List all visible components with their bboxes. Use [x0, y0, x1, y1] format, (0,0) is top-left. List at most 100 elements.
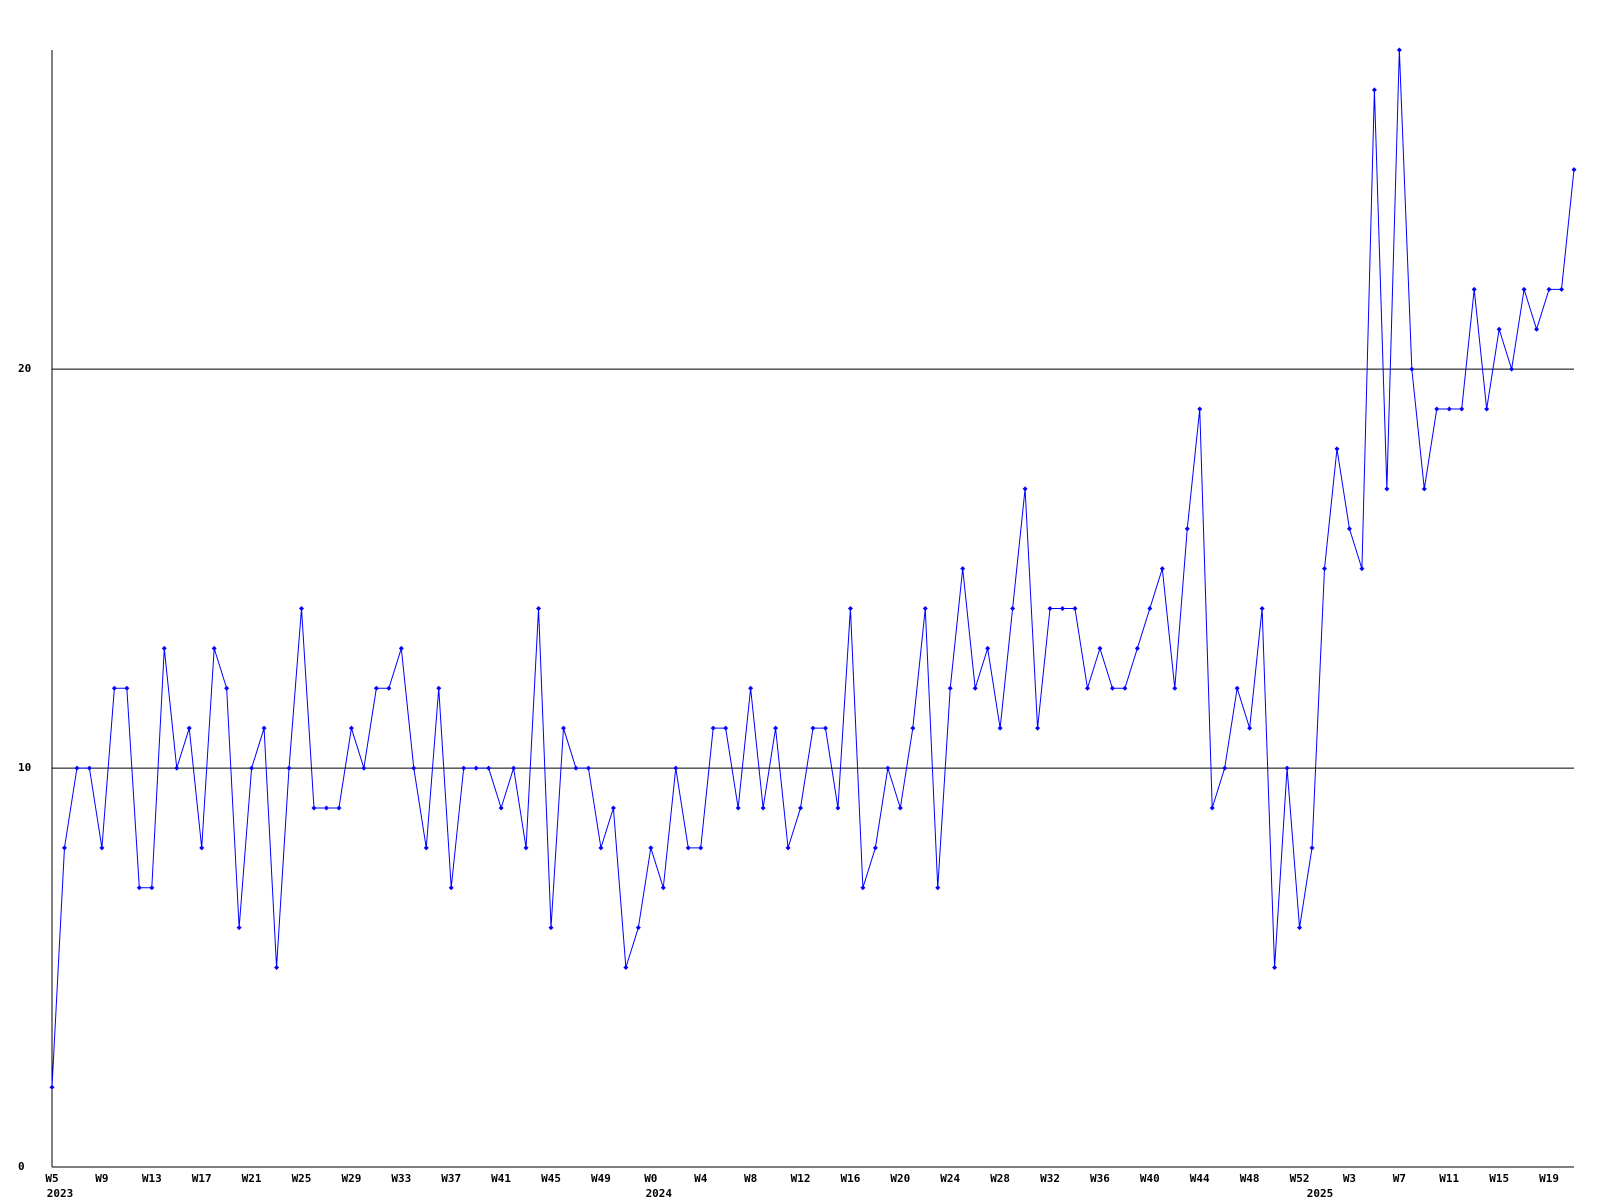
data-point	[523, 845, 529, 851]
x-tick-label: W29	[341, 1172, 361, 1185]
data-point	[536, 606, 542, 611]
x-tick-label: W4	[694, 1172, 708, 1185]
data-point	[785, 845, 791, 851]
data-point	[1272, 965, 1278, 971]
data-point	[1259, 606, 1265, 611]
data-point	[124, 685, 130, 691]
data-point	[847, 606, 853, 611]
data-point	[149, 885, 155, 891]
data-point	[1184, 526, 1190, 532]
data-point	[498, 805, 504, 811]
data-line	[51, 49, 1575, 1088]
data-point	[623, 965, 629, 971]
data-point	[1546, 286, 1552, 292]
data-point	[610, 805, 616, 811]
data-point	[748, 685, 754, 691]
x-tick-label: W8	[744, 1172, 757, 1185]
data-point	[1371, 87, 1377, 93]
year-label: 2025	[1307, 1187, 1334, 1200]
x-tick-label: W40	[1140, 1172, 1160, 1185]
data-point	[885, 765, 891, 771]
x-tick-label: W24	[940, 1172, 960, 1185]
x-tick-label: W52	[1290, 1172, 1310, 1185]
x-tick-label: W37	[441, 1172, 461, 1185]
x-tick-label: W49	[591, 1172, 611, 1185]
data-point	[1035, 725, 1041, 731]
data-point	[1396, 47, 1402, 53]
x-tick-label: W41	[491, 1172, 511, 1185]
data-point	[1359, 566, 1365, 572]
data-point	[710, 725, 716, 731]
data-point	[1159, 566, 1165, 572]
data-point	[760, 805, 766, 811]
data-point	[1421, 486, 1427, 492]
data-point	[698, 845, 704, 851]
data-point	[1309, 845, 1315, 851]
data-point	[1010, 606, 1016, 611]
x-tick-label: W21	[242, 1172, 262, 1185]
data-point	[960, 566, 966, 572]
data-point	[461, 765, 467, 771]
data-point	[723, 725, 729, 731]
data-point	[1521, 286, 1527, 292]
data-point	[1084, 685, 1090, 691]
data-point	[136, 885, 142, 891]
data-point	[511, 765, 517, 771]
data-point	[1297, 925, 1303, 931]
data-point	[1109, 685, 1115, 691]
data-point	[1284, 765, 1290, 771]
data-point	[336, 805, 342, 811]
data-point	[411, 765, 417, 771]
data-point	[274, 965, 280, 971]
data-point	[735, 805, 741, 811]
y-tick-label: 20	[18, 362, 31, 375]
data-point	[773, 725, 779, 731]
data-point	[1097, 645, 1103, 651]
data-point	[1222, 765, 1228, 771]
data-point	[161, 645, 167, 651]
data-point	[1321, 566, 1327, 572]
x-tick-label: W20	[890, 1172, 910, 1185]
data-point	[810, 725, 816, 731]
data-point	[872, 845, 878, 851]
data-point	[1571, 167, 1577, 173]
x-tick-label: W19	[1539, 1172, 1559, 1185]
x-tick-label: W11	[1439, 1172, 1459, 1185]
x-tick-label: W0	[644, 1172, 657, 1185]
data-point	[685, 845, 691, 851]
data-point	[635, 925, 641, 931]
data-point	[1072, 606, 1078, 611]
x-tick-label: W44	[1190, 1172, 1210, 1185]
data-point	[311, 805, 317, 811]
data-point	[673, 765, 679, 771]
data-point	[835, 805, 841, 811]
data-point	[1209, 805, 1215, 811]
data-point	[1172, 685, 1178, 691]
data-point	[1147, 606, 1153, 611]
x-tick-label: W7	[1393, 1172, 1406, 1185]
x-tick-label: W36	[1090, 1172, 1110, 1185]
data-point	[1060, 606, 1066, 611]
data-point	[1446, 406, 1452, 412]
data-point	[86, 765, 92, 771]
data-point	[1496, 326, 1502, 332]
x-tick-label: W45	[541, 1172, 561, 1185]
data-point	[61, 845, 67, 851]
data-point	[249, 765, 255, 771]
data-point	[74, 765, 80, 771]
data-point	[386, 685, 392, 691]
data-point	[573, 765, 579, 771]
data-point	[1434, 406, 1440, 412]
data-point	[473, 765, 479, 771]
data-point	[660, 885, 666, 891]
data-point	[1197, 406, 1203, 412]
data-point	[174, 765, 180, 771]
data-point	[860, 885, 866, 891]
x-tick-label: W33	[391, 1172, 411, 1185]
data-point	[448, 885, 454, 891]
data-point	[1247, 725, 1253, 731]
y-tick-label: 0	[18, 1160, 25, 1173]
data-point	[822, 725, 828, 731]
data-point	[1134, 645, 1140, 651]
data-point	[548, 925, 554, 931]
